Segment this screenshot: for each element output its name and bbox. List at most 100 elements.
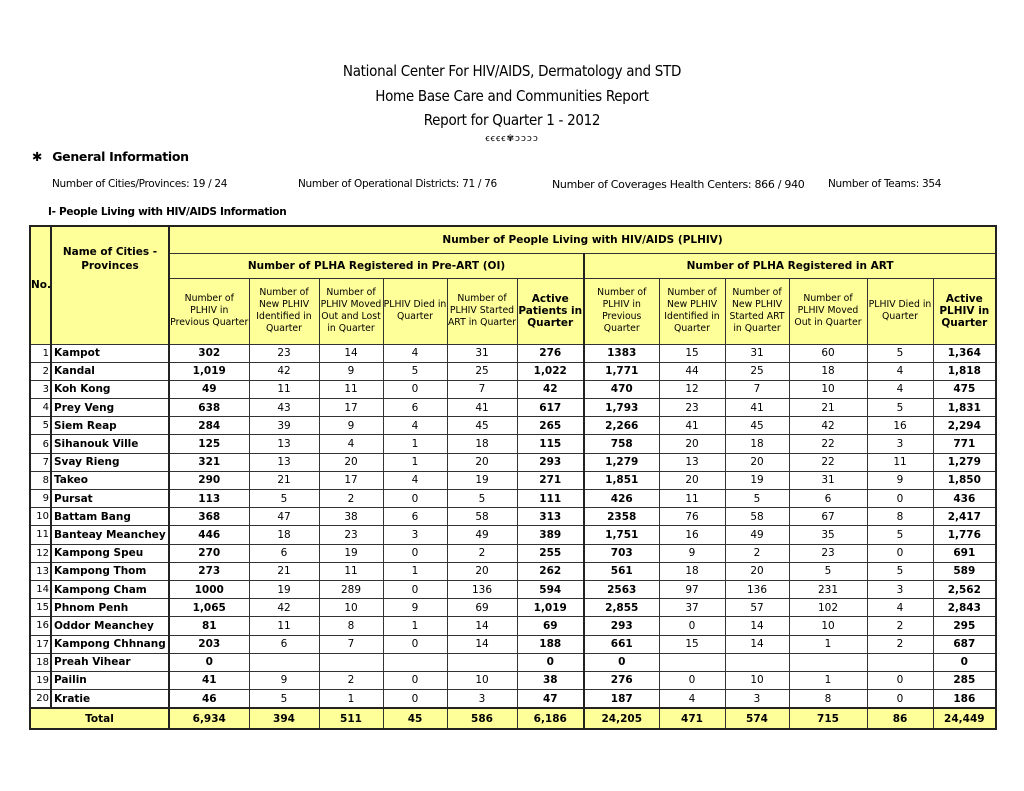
col-header-preart-4: PLHIV Died in Quarter: [382, 277, 448, 345]
cell-value: 1,776: [932, 525, 997, 545]
cell-value: 1000: [168, 579, 250, 600]
cell-value: 10: [788, 616, 868, 636]
cell-value: 3: [724, 689, 790, 709]
cell-value: 1,831: [932, 398, 997, 418]
cell-value: 1,771: [583, 361, 660, 381]
cell-value: 42: [788, 416, 868, 436]
cell-value: 11: [318, 379, 384, 400]
cell-value: 2: [318, 670, 384, 691]
col-header-preart-1: Number of PLHIV in Previous Quarter: [168, 277, 250, 345]
province-name: Kampong Speu: [50, 543, 170, 563]
cell-value: 25: [446, 361, 518, 381]
col-header-preart-2: Number of New PLHIV Identified in Quarte…: [248, 277, 320, 345]
cell-value: 136: [446, 579, 518, 600]
cell-value: 21: [248, 470, 320, 491]
table-row: 19 Pailin 41 9 2 0 10 38 276 0 10 1 0 285: [29, 670, 997, 691]
row-number: 8: [29, 470, 52, 491]
cell-value: 1: [382, 561, 448, 581]
province-name: Siem Reap: [50, 416, 170, 436]
cell-value: 14: [446, 616, 518, 636]
cell-value: 1,793: [583, 398, 660, 418]
cell-value: 14: [724, 616, 790, 636]
cell-value: 7: [724, 379, 790, 400]
cell-value: 2563: [583, 579, 660, 600]
cell-value: 1,851: [583, 470, 660, 491]
cell-value: 7: [446, 379, 518, 400]
cell-value: 38: [516, 670, 585, 691]
row-number: 18: [29, 652, 52, 672]
table-row: 12 Kampong Speu 270 6 19 0 2 255 703 9 2 23 0 691: [29, 543, 997, 563]
cell-value: 0: [516, 652, 585, 672]
cell-value: 18: [724, 434, 790, 454]
cell-value: 285: [932, 670, 997, 691]
cell-value: 5: [866, 525, 934, 545]
cell-value: 4: [382, 416, 448, 436]
cell-value: 11: [866, 452, 934, 472]
cell-value: 44: [658, 361, 726, 381]
cell-value: 188: [516, 634, 585, 654]
cell-value: 81: [168, 616, 250, 636]
cell-value: 8: [318, 616, 384, 636]
cell-value: 5: [248, 488, 320, 509]
cell-value: 589: [932, 561, 997, 581]
cell-value: 0: [866, 488, 934, 509]
table-row: 16 Oddor Meanchey 81 11 8 1 14 69 293 0 14 10 2 295: [29, 616, 997, 636]
cell-value: 35: [788, 525, 868, 545]
cell-value: 321: [168, 452, 250, 472]
province-name: Banteay Meanchey: [50, 525, 170, 545]
province-name: Kampong Cham: [50, 579, 170, 600]
row-number: 1: [29, 343, 52, 363]
cities-count: Number of Cities/Provinces: 19 / 24: [52, 178, 228, 190]
total-value: 24,205: [583, 707, 660, 730]
cell-value: [318, 652, 384, 672]
cell-value: 9: [318, 361, 384, 381]
row-number: 17: [29, 634, 52, 654]
cell-value: 284: [168, 416, 250, 436]
cell-value: 2: [866, 616, 934, 636]
cell-value: 17: [318, 398, 384, 418]
row-number: 14: [29, 579, 52, 600]
cell-value: 13: [248, 452, 320, 472]
cell-value: [866, 652, 934, 672]
cell-value: 1: [382, 434, 448, 454]
cell-value: 11: [248, 616, 320, 636]
total-row: Total 6,934 394 511 45 586 6,186 24,205 471 574 71…: [29, 707, 997, 730]
total-value: 586: [446, 707, 518, 730]
row-number: 16: [29, 616, 52, 636]
table-row: 11 Banteay Meanchey 446 18 23 3 49 389 1,751 16 49…: [29, 525, 997, 545]
group-header-plhiv: Number of People Living with HIV/AIDS (P…: [168, 225, 997, 254]
cell-value: 18: [446, 434, 518, 454]
cell-value: 58: [724, 507, 790, 527]
total-label: Total: [29, 707, 170, 730]
cell-value: 41: [658, 416, 726, 436]
cell-value: 113: [168, 488, 250, 509]
cell-value: 290: [168, 470, 250, 491]
cell-value: 436: [932, 488, 997, 509]
cell-value: 13: [658, 452, 726, 472]
table-row: 1 Kampot 302 23 14 4 31 276 1383 15 31 60 5 1,364: [29, 343, 997, 363]
cell-value: 22: [788, 452, 868, 472]
cell-value: [724, 652, 790, 672]
cell-value: 0: [866, 670, 934, 691]
cell-value: 18: [788, 361, 868, 381]
cell-value: 270: [168, 543, 250, 563]
cell-value: 6: [382, 507, 448, 527]
cell-value: 6: [382, 398, 448, 418]
cell-value: 2358: [583, 507, 660, 527]
districts-count: Number of Operational Districts: 71 / 76: [298, 178, 497, 190]
cell-value: 14: [724, 634, 790, 654]
cell-value: 20: [446, 561, 518, 581]
total-value: 6,186: [516, 707, 585, 730]
general-info-heading: ✱ General Information: [32, 149, 189, 164]
row-number: 20: [29, 689, 52, 709]
cell-value: 470: [583, 379, 660, 400]
cell-value: 19: [248, 579, 320, 600]
cell-value: 60: [788, 343, 868, 363]
cell-value: 42: [248, 361, 320, 381]
cell-value: 758: [583, 434, 660, 454]
cell-value: 17: [318, 470, 384, 491]
cell-value: 46: [168, 689, 250, 709]
cell-value: 41: [724, 398, 790, 418]
cell-value: 20: [724, 561, 790, 581]
province-name: Battam Bang: [50, 507, 170, 527]
